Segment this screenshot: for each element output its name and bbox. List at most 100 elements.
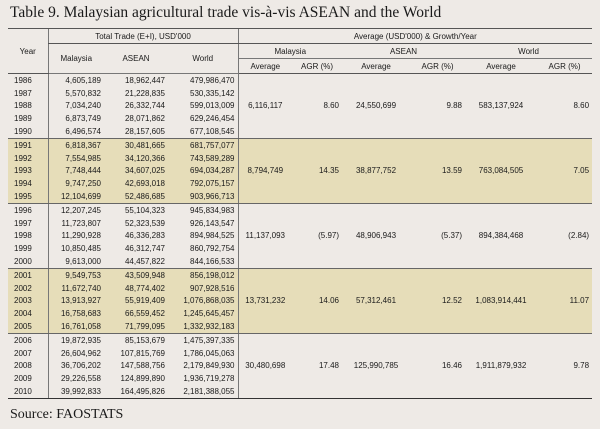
table-row: 1997 11,723,807 52,323,539 926,143,547 [8,216,592,230]
empty-cell [465,347,537,360]
empty-cell [292,125,343,139]
year-cell: 1998 [14,231,32,241]
empty-cell [292,281,343,295]
empty-cell [237,320,293,334]
empty-cell [465,217,537,230]
malaysia-average-cell: 30,480,698 [237,359,293,373]
empty-cell [237,73,293,87]
year-cell: 1986 [14,75,32,85]
asean-total-cell: 147,588,756 [120,361,166,371]
malaysia-total-cell: 16,758,683 [47,307,104,321]
world-total-cell: 2,179,849,930 [183,361,235,371]
year-cell: 2008 [14,361,32,371]
asean-total-cell: 44,457,822 [104,255,168,269]
col-header-world: World [168,43,239,74]
world-total-cell: 894,984,525 [190,231,235,241]
empty-cell [410,242,465,255]
malaysia-total-cell: 19,872,935 [47,333,104,347]
asean-total-cell: 26,332,744 [124,101,165,111]
world-average-cell: 1,083,914,441 [465,294,538,308]
malaysia-total-cell: 5,570,832 [47,86,104,100]
table-row: 1995 12,104,699 52,486,685 903,966,713 [8,190,593,204]
year-cell: 1994 [8,177,48,191]
col-header-asean-agr: AGR (%) [410,58,466,74]
empty-cell [537,372,592,385]
malaysia-total-cell: 6,496,574 [47,125,104,139]
malaysia-total-cell: 29,226,558 [47,372,104,386]
empty-cell [537,138,593,152]
empty-cell [342,112,410,125]
asean-total-cell: 52,486,685 [104,190,168,204]
empty-cell [465,203,537,216]
asean-total-cell: 52,323,539 [124,218,165,228]
empty-cell [465,112,537,125]
asean-total-cell: 46,312,747 [124,244,165,254]
world-average-cell: 1,911,879,932 [475,361,527,371]
table-row: 2000 9,613,000 44,457,822 844,166,533 [8,255,593,269]
empty-cell [465,138,538,152]
empty-cell [237,346,293,360]
malaysia-agr-cell: 8.60 [323,101,340,111]
empty-cell [292,112,342,125]
world-total-cell: 903,966,713 [168,190,239,204]
table-row: 1986 4,605,189 18,962,447 479,986,470 [8,73,592,87]
empty-cell [465,151,538,165]
year-cell: 1987 [14,88,32,98]
asean-total-cell: 18,962,447 [124,75,165,85]
table-row: 2007 26,604,962 107,815,769 1,786,045,063 [8,346,592,360]
year-cell: 1999 [14,244,32,254]
year-cell: 1993 [8,164,48,178]
malaysia-average-cell: 6,116,117 [237,99,293,113]
empty-cell [342,203,410,216]
subgroup-header-asean: ASEAN [342,43,466,59]
malaysia-total-cell: 9,549,753 [47,268,104,282]
col-header-world-average: Average [465,58,538,74]
table-row: 1988 7,034,240 26,332,744 599,013,009 6,116,… [8,99,592,113]
empty-cell [465,177,538,191]
malaysia-agr-cell: 17.48 [318,361,340,371]
empty-cell [237,333,293,347]
world-total-cell: 479,986,470 [190,75,235,85]
trade-table: Year Total Trade (E+I), USD'000 Average … [8,28,593,399]
empty-cell [342,190,411,204]
table-row: 2001 9,549,753 43,509,948 856,198,012 [8,268,593,282]
year-cell: 1997 [14,218,32,228]
malaysia-total-cell: 16,761,058 [47,320,104,334]
empty-cell [237,125,293,139]
empty-cell [292,347,342,360]
empty-cell [292,217,342,230]
asean-total-cell: 124,899,890 [120,374,166,384]
empty-cell [292,203,342,216]
empty-cell [237,307,293,321]
malaysia-total-cell: 7,554,985 [47,151,104,165]
subgroup-header-world: World [465,43,593,59]
empty-cell [410,203,465,216]
world-agr-cell: 8.60 [573,101,590,111]
year-cell: 1991 [8,138,48,152]
table-row: 1996 12,207,245 55,104,323 945,834,983 [8,203,592,217]
world-total-cell: 1,475,397,335 [183,335,235,345]
empty-cell [410,112,465,125]
empty-cell [410,87,465,100]
table-row: 2004 16,758,683 66,559,452 1,245,645,457 [8,307,593,321]
asean-total-cell: 85,153,679 [124,335,165,345]
world-total-cell: 945,834,983 [190,205,235,215]
empty-cell [342,255,411,269]
asean-total-cell: 164,495,826 [104,385,168,399]
empty-cell [342,385,411,399]
empty-cell [410,372,465,385]
asean-total-cell: 55,104,323 [124,205,165,215]
world-total-cell: 1,936,719,278 [183,374,235,384]
empty-cell [465,372,537,385]
year-cell: 1996 [14,205,32,215]
malaysia-total-cell: 9,747,250 [47,177,104,191]
asean-total-cell: 21,228,835 [124,88,165,98]
table-row: 1999 10,850,485 46,312,747 860,792,754 [8,242,592,256]
empty-cell [410,74,465,87]
table-row: 1989 6,873,749 28,071,862 629,246,454 [8,112,592,126]
empty-cell [292,87,342,100]
empty-cell [537,217,592,230]
asean-total-cell: 48,774,402 [104,281,168,295]
malaysia-total-cell: 6,818,367 [47,138,104,152]
empty-cell [342,320,411,334]
